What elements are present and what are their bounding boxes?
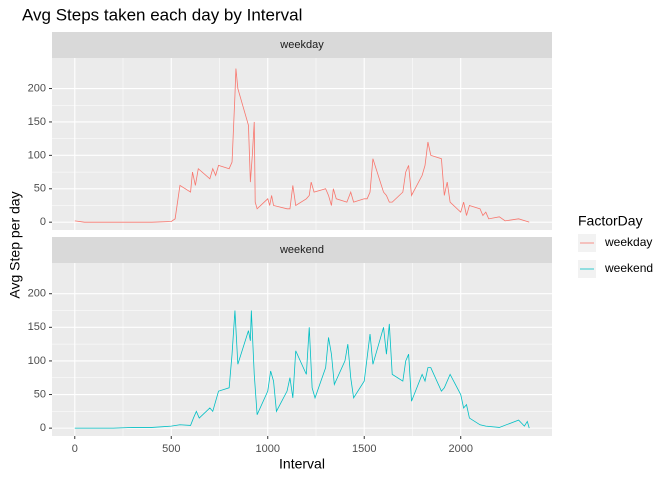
chart-title: Avg Steps taken each day by Interval (22, 5, 302, 24)
legend-label: weekend (604, 261, 653, 275)
series-line (74, 310, 530, 429)
y-tick-label: 0 (40, 422, 46, 434)
legend-label: weekday (604, 235, 652, 249)
legend-title: FactorDay (578, 213, 643, 229)
y-axis-title: Avg Step per day (7, 191, 23, 298)
x-tick-label: 0 (72, 443, 78, 455)
x-axis-title: Interval (279, 456, 325, 472)
y-tick-label: 50 (34, 183, 46, 195)
x-tick-label: 1000 (256, 443, 280, 455)
y-tick-label: 0 (40, 216, 46, 228)
panel (52, 263, 552, 436)
y-tick-label: 150 (28, 321, 46, 333)
panel (52, 58, 552, 230)
strip-label: weekend (279, 244, 324, 256)
strip (52, 237, 552, 263)
x-tick-label: 500 (162, 443, 180, 455)
y-tick-label: 100 (28, 149, 46, 161)
y-tick-label: 200 (28, 82, 46, 94)
x-tick-label: 2000 (448, 443, 472, 455)
series-line (74, 68, 530, 223)
strip (52, 32, 552, 58)
y-tick-label: 50 (34, 388, 46, 400)
y-tick-label: 200 (28, 288, 46, 300)
y-tick-label: 100 (28, 355, 46, 367)
strip-label: weekday (279, 39, 324, 51)
x-tick-label: 1500 (352, 443, 376, 455)
y-tick-label: 150 (28, 116, 46, 128)
